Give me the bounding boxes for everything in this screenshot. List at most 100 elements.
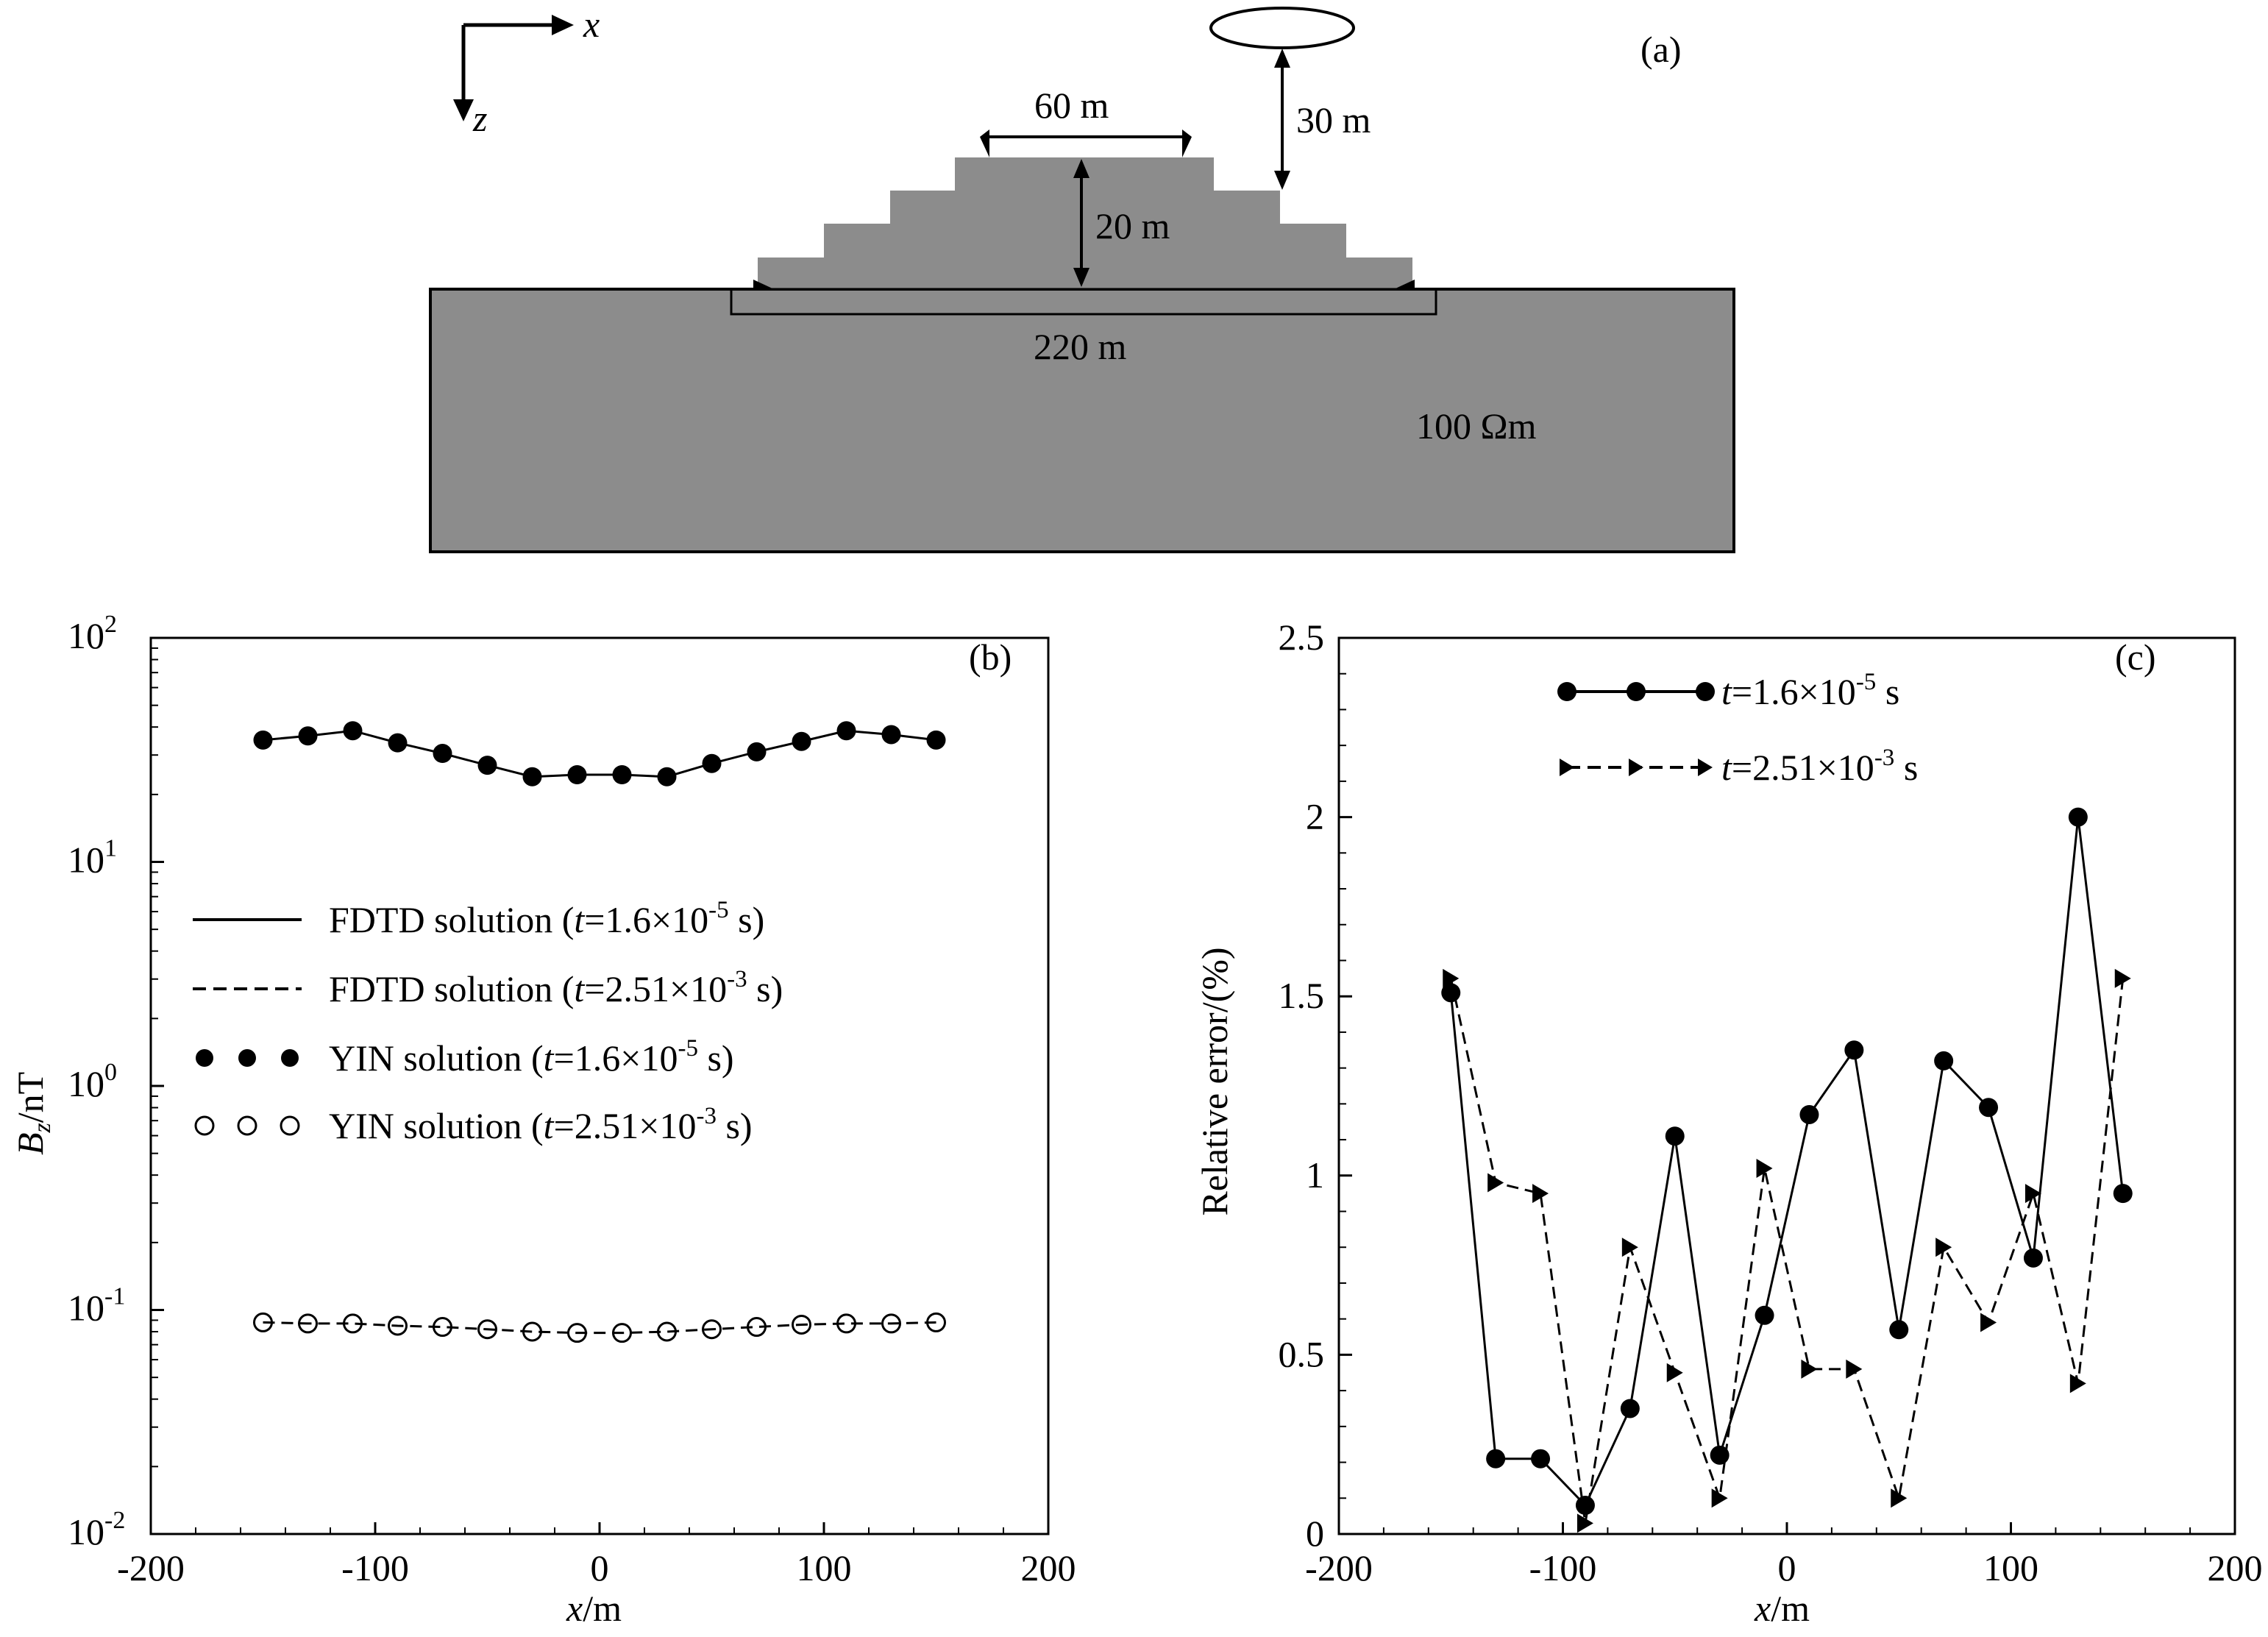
axis-ticks-b xyxy=(149,636,1050,1535)
base-width-arrow-left xyxy=(753,280,774,289)
x-tick-labels-c: -200 -100 0 100 200 xyxy=(1305,1547,2262,1588)
data-point-error-late xyxy=(1756,1159,1773,1179)
y-tick-label: 1 xyxy=(1306,1154,1324,1196)
data-point-error-early xyxy=(2023,1248,2043,1268)
legend-b: FDTD solution (t=1.6×10-5 s) FDTD soluti… xyxy=(193,897,783,1146)
data-point-error-late xyxy=(1711,1488,1728,1508)
data-point-yin-late xyxy=(926,1312,946,1332)
top-width-arrow-right xyxy=(1182,129,1192,157)
data-point-yin-early xyxy=(433,744,452,764)
legend-label-yin-early: YIN solution (t=1.6×10-5 s) xyxy=(329,1035,734,1079)
top-width-arrow-left xyxy=(980,129,989,157)
data-point-error-late xyxy=(1980,1313,1997,1332)
data-point-yin-early xyxy=(881,725,901,745)
base-width-label: 220 m xyxy=(1034,326,1127,367)
axis-ticks-c xyxy=(1337,636,2236,1535)
data-point-error-early xyxy=(1934,1051,1954,1070)
panel-b: -200 -100 0 100 200 102 101 100 10-1 10-2 (b) Bz… xyxy=(10,611,1076,1629)
data-point-yin-late xyxy=(792,1314,811,1335)
data-point-error-early xyxy=(1486,1449,1506,1469)
y-tick-label: 102 xyxy=(68,611,117,656)
data-point-yin-late xyxy=(612,1323,632,1343)
legend-c: t=1.6×10-5 s t=2.51×10-3 s xyxy=(1557,669,1918,788)
z-axis-arrowhead xyxy=(453,99,474,121)
data-point-error-early xyxy=(1755,1305,1774,1325)
data-point-yin-early xyxy=(612,764,632,784)
y-axis-label-b: Bz/nT xyxy=(10,1072,56,1155)
data-point-yin-early xyxy=(926,730,946,750)
x-tick-label: 200 xyxy=(2208,1547,2263,1588)
x-tick-label: 0 xyxy=(591,1547,609,1588)
data-point-error-late xyxy=(1576,1513,1593,1533)
transmitter-loop xyxy=(1209,7,1355,49)
data-point-yin-late xyxy=(298,1313,318,1334)
data-point-yin-late xyxy=(477,1319,497,1340)
data-point-yin-late xyxy=(343,1313,363,1334)
panel-a: x z 30 m 60 m 20 m 220 m 100 Ωm (a) xyxy=(429,4,1735,553)
flight-height-label: 30 m xyxy=(1296,99,1371,141)
data-point-yin-late xyxy=(657,1321,677,1342)
data-point-yin-late xyxy=(747,1317,767,1338)
hill-height-arrow-top xyxy=(1073,159,1089,178)
y-tick-labels-c: 0 0.5 1 1.5 2 2.5 xyxy=(1279,617,1325,1554)
plot-frame-b xyxy=(149,636,1050,1535)
base-width-dimension xyxy=(730,288,1437,316)
data-point-error-late xyxy=(2025,1184,2041,1204)
data-point-error-late xyxy=(1935,1237,1952,1257)
legend-swatch-yin-late xyxy=(194,1115,215,1136)
data-point-error-early xyxy=(1620,1399,1640,1418)
data-point-error-early xyxy=(1531,1449,1551,1469)
y-tick-labels-b: 102 101 100 10-1 10-2 xyxy=(68,611,125,1552)
top-width-label: 60 m xyxy=(1034,85,1109,126)
x-axis-arrowhead xyxy=(552,15,574,35)
legend-label-fdtd-late: FDTD solution (t=2.51×10-3 s) xyxy=(329,966,783,1009)
flight-height-arrow-top xyxy=(1274,49,1290,68)
y-tick-label: 100 xyxy=(68,1059,117,1104)
series-line-fdtd-late xyxy=(263,1321,936,1335)
flight-height-arrow-bottom xyxy=(1274,171,1290,190)
series-c xyxy=(1441,807,2133,1533)
data-point-error-early xyxy=(2068,807,2088,827)
data-point-error-early xyxy=(2113,1184,2133,1204)
y-tick-label: 10-1 xyxy=(68,1283,125,1329)
data-point-error-late xyxy=(1532,1184,1549,1204)
x-tick-label: 100 xyxy=(1983,1547,2038,1588)
series-line-fdtd-early xyxy=(263,729,936,778)
x-tick-label: -100 xyxy=(341,1547,409,1588)
y-tick-label: 2.5 xyxy=(1279,617,1325,658)
data-point-yin-early xyxy=(836,721,856,741)
data-point-yin-late xyxy=(702,1319,722,1340)
x-tick-label: 0 xyxy=(1778,1547,1796,1588)
data-point-yin-early xyxy=(298,726,318,746)
data-point-error-late xyxy=(1801,1359,1818,1379)
data-point-error-early xyxy=(1710,1445,1730,1465)
x-axis-label: x xyxy=(583,4,600,45)
data-point-error-late xyxy=(2069,1374,2086,1393)
panel-a-label: (a) xyxy=(1640,29,1682,70)
data-point-yin-late xyxy=(836,1313,856,1334)
halfspace xyxy=(429,288,1735,553)
series-b xyxy=(253,721,946,1343)
resistivity-label: 100 Ωm xyxy=(1416,405,1537,447)
hill-height-arrow-bottom xyxy=(1073,268,1089,287)
data-point-error-late xyxy=(1443,968,1460,988)
data-point-error-late xyxy=(1846,1359,1863,1379)
x-tick-label: 200 xyxy=(1021,1547,1076,1588)
y-tick-label: 2 xyxy=(1306,796,1324,837)
data-point-error-late xyxy=(1621,1237,1638,1257)
data-point-error-late xyxy=(1487,1173,1504,1193)
y-tick-label: 101 xyxy=(68,835,117,881)
panel-c-label: (c) xyxy=(2115,636,2156,678)
x-tick-label: -100 xyxy=(1529,1547,1597,1588)
legend-label-fdtd-early: FDTD solution (t=1.6×10-5 s) xyxy=(329,897,764,940)
data-point-yin-late xyxy=(388,1315,408,1336)
x-tick-label: 100 xyxy=(797,1547,852,1588)
legend-label-error-early: t=1.6×10-5 s xyxy=(1721,669,1899,712)
data-point-yin-early xyxy=(253,730,273,750)
data-point-yin-early xyxy=(792,731,811,751)
x-tick-label: -200 xyxy=(1305,1547,1373,1588)
y-tick-label: 0.5 xyxy=(1279,1333,1325,1374)
data-point-yin-early xyxy=(343,721,363,741)
legend-swatch-yin-early xyxy=(196,1049,213,1067)
